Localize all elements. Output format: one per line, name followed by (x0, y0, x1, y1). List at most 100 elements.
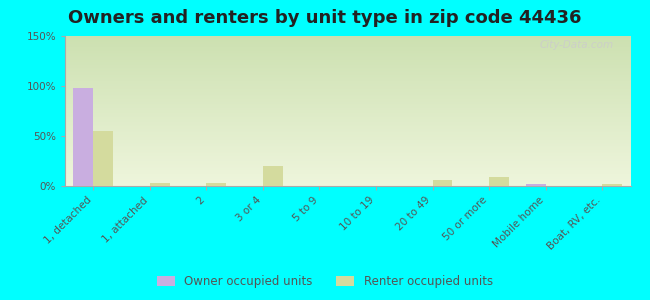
Bar (65, 153, 630, 154)
Bar (65, 58, 630, 60)
Bar (526, 184, 546, 186)
Bar (65, 102, 630, 104)
Bar (65, 147, 630, 148)
Bar (65, 56, 630, 57)
Bar (65, 90, 630, 92)
Bar (65, 98, 630, 99)
Bar (65, 45, 630, 46)
Bar (65, 51, 630, 52)
Bar (65, 75, 630, 76)
Bar (65, 84, 630, 86)
Bar (65, 165, 630, 166)
Bar (65, 124, 630, 126)
Bar (207, 183, 226, 186)
Bar (65, 167, 630, 168)
Bar (65, 48, 630, 50)
Bar (65, 168, 630, 170)
Bar (65, 160, 630, 162)
Bar (65, 36, 630, 38)
Bar (65, 92, 630, 93)
Bar (65, 117, 630, 118)
Bar (65, 144, 630, 146)
Bar (65, 171, 630, 172)
Bar (65, 72, 630, 74)
Bar (65, 63, 630, 64)
Bar (65, 64, 630, 66)
Bar (65, 38, 630, 39)
Bar (65, 50, 630, 51)
Bar (65, 134, 630, 135)
Bar (65, 128, 630, 129)
Bar (65, 138, 630, 140)
Bar (94, 131, 113, 186)
Bar (65, 141, 630, 142)
Bar (65, 130, 630, 132)
Bar (65, 123, 630, 124)
Bar (65, 182, 630, 183)
Bar (65, 40, 630, 42)
Bar (150, 183, 170, 186)
Bar (65, 159, 630, 160)
Bar (489, 177, 509, 186)
Bar (65, 69, 630, 70)
Bar (65, 135, 630, 136)
Bar (65, 172, 630, 174)
Bar (65, 78, 630, 80)
Bar (65, 46, 630, 48)
Bar (65, 108, 630, 110)
Bar (65, 52, 630, 54)
Bar (65, 76, 630, 78)
Bar (65, 162, 630, 164)
Text: City-Data.com: City-Data.com (540, 40, 614, 50)
Bar (65, 146, 630, 147)
Bar (65, 176, 630, 177)
Bar (65, 142, 630, 144)
Bar (65, 93, 630, 94)
Bar (263, 166, 283, 186)
Bar (65, 174, 630, 176)
Bar (65, 169, 630, 171)
Legend: Owner occupied units, Renter occupied units: Owner occupied units, Renter occupied un… (157, 275, 493, 288)
Bar (65, 87, 630, 88)
Bar (65, 103, 630, 105)
Bar (65, 70, 630, 72)
Bar (65, 60, 630, 61)
Bar (65, 156, 630, 158)
Bar (65, 114, 630, 116)
Bar (65, 85, 630, 87)
Bar (65, 80, 630, 81)
Bar (65, 158, 630, 159)
Bar (65, 112, 630, 114)
Bar (65, 82, 630, 84)
Bar (65, 57, 630, 58)
Bar (65, 111, 630, 112)
Bar (73, 88, 94, 186)
Bar (65, 129, 630, 130)
Bar (602, 184, 622, 186)
Bar (65, 140, 630, 141)
Bar (65, 100, 630, 102)
Bar (65, 61, 630, 63)
Bar (65, 184, 630, 186)
Bar (65, 39, 630, 40)
Bar (65, 122, 630, 123)
Bar (65, 68, 630, 69)
Bar (65, 106, 630, 108)
Bar (433, 180, 452, 186)
Bar (65, 136, 630, 138)
Bar (65, 126, 630, 128)
Bar (65, 88, 630, 90)
Bar (65, 105, 630, 106)
Bar (65, 44, 630, 45)
Bar (65, 154, 630, 156)
Bar (65, 183, 630, 184)
Bar (65, 74, 630, 75)
Bar (65, 150, 630, 152)
Bar (65, 116, 630, 117)
Bar (65, 110, 630, 111)
Bar (65, 120, 630, 122)
Bar (65, 164, 630, 165)
Text: Owners and renters by unit type in zip code 44436: Owners and renters by unit type in zip c… (68, 9, 582, 27)
Bar (65, 152, 630, 153)
Bar (65, 177, 630, 178)
